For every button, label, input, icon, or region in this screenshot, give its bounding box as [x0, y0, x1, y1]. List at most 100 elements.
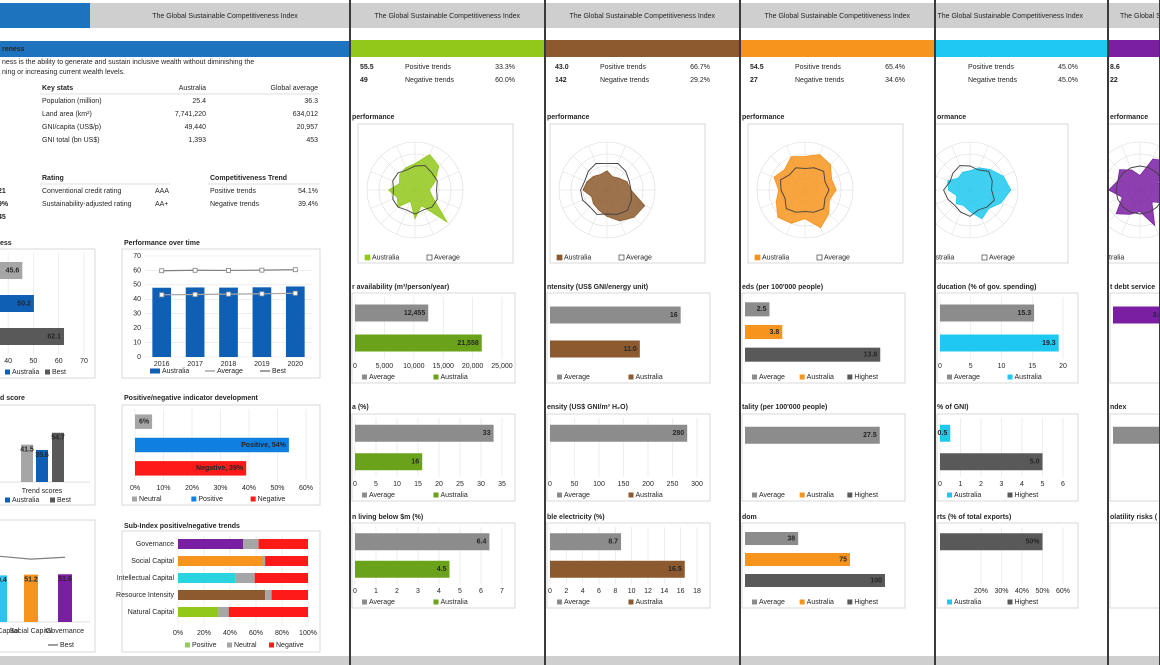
bar-segment	[178, 539, 243, 549]
legend-label: Australia	[162, 368, 189, 375]
x-tick-label: 20%	[197, 630, 211, 637]
table-cell: 7,741,220	[175, 111, 206, 118]
y-tick-label: Natural Capital	[128, 609, 175, 616]
legend-label: Average	[369, 374, 395, 381]
block-value: 54.1%	[298, 188, 318, 195]
page-footer-band	[580, 656, 935, 665]
x-tick-label: 2017	[187, 361, 203, 368]
legend-label: Highest	[854, 492, 878, 499]
bar	[219, 287, 238, 357]
bar	[0, 328, 65, 345]
legend-label: Australia	[1097, 254, 1124, 261]
bar-segment	[265, 590, 272, 600]
x-tick-label: Governance	[46, 628, 84, 635]
x-tick-label: 10%	[156, 485, 170, 492]
x-tick-label: 2	[979, 481, 983, 488]
bar-value-label: 50%	[1025, 539, 1040, 546]
x-tick-label: 50%	[1035, 588, 1049, 595]
x-tick-label: 3	[416, 588, 420, 595]
trend-percent: 66.7%	[690, 64, 710, 71]
block-value: AAA	[155, 188, 169, 195]
bar-value-label: 35.6	[35, 452, 49, 459]
legend-swatch	[947, 374, 952, 380]
legend-swatch	[250, 496, 256, 502]
bar	[550, 533, 622, 551]
block-label: Conventional credit rating	[42, 188, 121, 195]
chart-title: ess	[0, 240, 12, 247]
legend-swatch	[816, 254, 823, 261]
legend-label: Best	[60, 642, 74, 649]
x-tick-label: 10	[998, 363, 1006, 370]
x-tick-label: 30	[477, 481, 485, 488]
radar-average	[580, 162, 632, 215]
legend-label: Australia	[636, 374, 663, 381]
trend-label: Negative trends	[600, 77, 650, 84]
legend-label: Positive	[198, 496, 223, 503]
legend-swatch	[557, 492, 562, 498]
trend-score: 55.5	[360, 64, 374, 71]
x-tick-label: 18	[693, 588, 701, 595]
x-tick-label: 4	[1020, 481, 1024, 488]
chart-title: r availability (m³/person/year)	[352, 284, 449, 291]
bar-value-label: 50.4	[0, 577, 7, 584]
bar	[550, 560, 685, 578]
bar	[355, 424, 494, 442]
legend-label: Positive	[192, 642, 217, 649]
trend-percent: 34.6%	[885, 77, 905, 84]
bar	[135, 461, 247, 476]
y-tick-label: 0	[137, 354, 141, 361]
table-cell: 25.4	[192, 98, 206, 105]
trend-percent: 60.0%	[495, 77, 515, 84]
trend-score: 43.0	[555, 64, 569, 71]
radar-average	[392, 165, 438, 215]
legend-label: Best	[57, 497, 71, 504]
bar	[745, 426, 880, 444]
bar	[355, 533, 490, 551]
line-marker	[159, 268, 165, 274]
legend-label: Australia	[12, 497, 39, 504]
legend-label: Average	[564, 492, 590, 499]
x-tick-label: 2018	[221, 361, 237, 368]
x-tick-label: 6	[597, 588, 601, 595]
bar-value-label: 51.2	[24, 576, 38, 583]
x-tick-label: 5	[374, 481, 378, 488]
radar-title: erformance	[1110, 114, 1148, 121]
bar-value-label: 16	[411, 459, 419, 466]
bar-value-label: 16.5	[668, 566, 682, 573]
legend-swatch	[50, 497, 55, 503]
bar	[135, 437, 289, 453]
legend-label: Neutral	[234, 642, 257, 649]
bar	[940, 453, 1043, 471]
bar-segment	[254, 573, 308, 583]
table-cell: Land area (km²)	[42, 111, 92, 118]
line-marker	[292, 290, 298, 296]
bar-segment	[228, 607, 308, 617]
chart-title: rts (% of total exports)	[937, 514, 1011, 521]
x-tick-label: 0	[548, 481, 552, 488]
legend-swatch	[362, 599, 367, 605]
legend-swatch	[557, 599, 562, 605]
x-tick-label: 5,000	[376, 363, 394, 370]
legend-label: Best	[272, 368, 286, 375]
legend-label: Australia	[954, 492, 981, 499]
bar	[940, 334, 1059, 352]
x-tick-label: 4	[581, 588, 585, 595]
x-tick-label: 60%	[249, 630, 263, 637]
radar-title: performance	[352, 114, 395, 121]
bar	[1113, 306, 1160, 324]
line-marker	[192, 292, 198, 297]
legend-swatch	[191, 496, 197, 502]
chart-frame	[0, 519, 96, 653]
legend-label: Australia	[564, 254, 591, 261]
legend-swatch	[557, 374, 562, 380]
x-tick-label: 25,000	[491, 363, 513, 370]
page-header-title: The Global Sustainable Competitiveness I…	[374, 13, 520, 20]
bar	[355, 560, 450, 578]
x-tick-label: 0%	[130, 485, 140, 492]
legend-label: Australia	[927, 254, 954, 261]
table-header: Australia	[179, 85, 206, 92]
bar	[1113, 426, 1160, 444]
bar	[36, 449, 48, 482]
x-tick-label: 8	[613, 588, 617, 595]
